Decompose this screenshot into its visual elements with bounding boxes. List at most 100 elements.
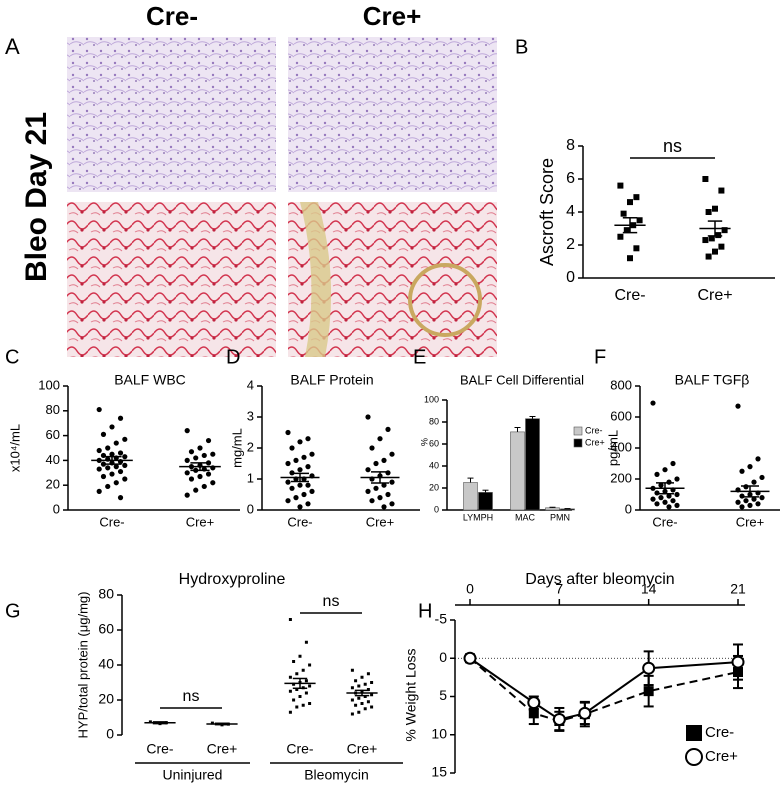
series-line bbox=[469, 657, 739, 721]
data-point bbox=[113, 440, 119, 446]
data-point bbox=[292, 698, 296, 702]
data-point bbox=[285, 460, 291, 467]
data-point bbox=[117, 450, 124, 456]
data-point bbox=[304, 679, 308, 683]
data-point bbox=[184, 492, 190, 498]
data-point bbox=[370, 705, 374, 709]
data-point bbox=[298, 695, 302, 698]
data-point bbox=[578, 706, 592, 720]
data-point bbox=[620, 210, 627, 217]
data-point bbox=[670, 460, 676, 467]
data-point bbox=[735, 499, 741, 505]
data-point bbox=[705, 209, 712, 215]
data-point bbox=[184, 457, 190, 463]
panel-letter: C bbox=[5, 346, 19, 368]
chart-title: BALF WBC bbox=[114, 372, 186, 388]
legend-label: Cre+ bbox=[705, 748, 738, 765]
panel-letter: A bbox=[5, 34, 20, 59]
data-point bbox=[297, 482, 303, 488]
y-tick-label: 60 bbox=[46, 427, 60, 442]
data-point bbox=[357, 710, 361, 714]
legend-label: Cre+ bbox=[585, 437, 605, 447]
significance-label: ns bbox=[323, 593, 340, 610]
data-point bbox=[755, 501, 761, 507]
data-point bbox=[389, 501, 395, 507]
data-point bbox=[712, 248, 718, 255]
data-point bbox=[288, 689, 292, 693]
data-point bbox=[188, 476, 195, 482]
data-point bbox=[148, 720, 152, 724]
y-axis-label: % Weight Loss bbox=[403, 648, 419, 741]
data-point bbox=[197, 473, 203, 480]
data-point bbox=[751, 479, 757, 485]
y-tick-label: 0 bbox=[106, 726, 114, 742]
data-point bbox=[288, 675, 292, 679]
y-tick-label: 20 bbox=[46, 477, 60, 492]
data-point bbox=[365, 414, 371, 420]
data-point bbox=[718, 243, 725, 250]
x-tick-label: 0 bbox=[466, 581, 474, 597]
data-point bbox=[662, 467, 668, 473]
legend-marker bbox=[686, 725, 702, 741]
data-point bbox=[201, 452, 207, 459]
data-point bbox=[759, 495, 765, 501]
y-tick-label: 8 bbox=[566, 137, 575, 154]
data-point bbox=[627, 255, 633, 262]
data-point bbox=[643, 686, 654, 697]
data-point bbox=[295, 688, 299, 691]
data-point bbox=[308, 702, 312, 705]
x-tick-label: 14 bbox=[641, 581, 657, 597]
data-point bbox=[552, 712, 566, 726]
data-point bbox=[747, 502, 753, 508]
data-point bbox=[759, 474, 765, 481]
x-tick-label: Cre+ bbox=[736, 514, 765, 529]
y-tick-label: 2 bbox=[247, 439, 254, 454]
data-point bbox=[666, 504, 672, 510]
y-tick-label: 6 bbox=[566, 170, 575, 187]
data-point bbox=[117, 495, 124, 501]
data-point bbox=[731, 655, 745, 669]
data-point bbox=[354, 679, 358, 683]
series-line bbox=[469, 657, 739, 723]
data-point bbox=[389, 451, 395, 457]
data-point bbox=[743, 498, 749, 504]
data-point bbox=[385, 491, 391, 498]
data-point bbox=[293, 495, 299, 501]
data-point bbox=[113, 464, 119, 470]
x-tick-label: Cre+ bbox=[207, 741, 238, 757]
y-tick-label: 0 bbox=[434, 504, 439, 514]
data-point bbox=[369, 445, 375, 451]
data-point bbox=[309, 451, 315, 457]
data-point bbox=[385, 426, 391, 432]
data-point bbox=[201, 483, 207, 490]
data-point bbox=[96, 406, 102, 413]
data-point bbox=[309, 488, 315, 494]
data-point bbox=[109, 424, 115, 430]
data-point bbox=[100, 431, 107, 437]
data-point bbox=[297, 467, 303, 473]
y-tick-label: 10 bbox=[431, 725, 447, 741]
x-tick-label: Cre+ bbox=[347, 741, 378, 757]
y-axis-label: x10⁴/mL bbox=[7, 424, 22, 472]
y-tick-label: 600 bbox=[610, 408, 632, 423]
column-header: Cre- bbox=[146, 1, 198, 31]
y-tick-label: 0 bbox=[566, 269, 575, 286]
data-point bbox=[369, 498, 375, 504]
x-tick-label: Cre+ bbox=[697, 287, 732, 304]
data-point bbox=[377, 436, 383, 442]
y-tick-label: 0 bbox=[439, 649, 447, 665]
data-point bbox=[285, 479, 291, 485]
vessel bbox=[408, 263, 482, 337]
data-point bbox=[528, 708, 539, 719]
x-tick-label: 21 bbox=[730, 581, 746, 597]
data-point bbox=[654, 490, 660, 496]
data-point bbox=[373, 460, 379, 467]
histology-image bbox=[67, 37, 276, 192]
y-tick-label: 15 bbox=[431, 764, 447, 780]
data-point bbox=[105, 483, 111, 490]
data-point bbox=[301, 703, 305, 707]
bar bbox=[478, 492, 493, 511]
y-axis-label: HYP/total protein (μg/mg) bbox=[75, 592, 90, 739]
data-point bbox=[122, 454, 128, 460]
data-point bbox=[210, 721, 214, 725]
